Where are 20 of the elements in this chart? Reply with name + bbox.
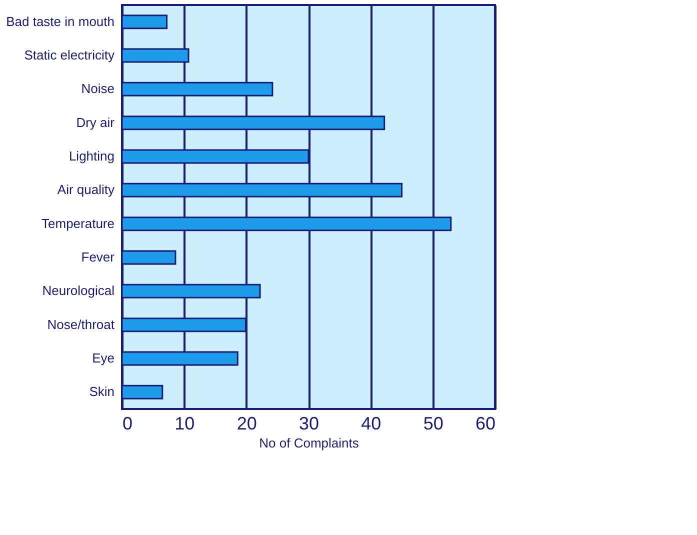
y-tick-label: Noise <box>81 81 114 96</box>
x-tick-label: 30 <box>298 414 320 434</box>
x-tick-label: 0 <box>122 414 133 434</box>
x-axis-title: No of Complaints <box>259 436 360 450</box>
y-tick-label: Air quality <box>57 182 115 198</box>
x-tick-label: 50 <box>423 414 444 434</box>
y-tick-label: Static electricity <box>24 48 115 62</box>
y-tick-label: Lighting <box>68 148 114 164</box>
y-tick-label: Neurological <box>42 283 115 298</box>
y-tick-label: Dry air <box>76 114 116 130</box>
x-tick-label: 40 <box>361 414 382 434</box>
y-tick-label: Eye <box>92 350 114 366</box>
y-tick-label: Skin <box>89 384 114 400</box>
y-tick-label: Fever <box>81 250 116 264</box>
x-tick-label: 10 <box>174 414 195 434</box>
y-tick-label: Temperature <box>42 216 114 231</box>
x-tick-label: 60 <box>475 414 496 434</box>
y-tick-label: Bad taste in mouth <box>6 14 114 29</box>
x-tick-label: 20 <box>236 414 257 434</box>
y-tick-label: Nose/throat <box>47 316 115 332</box>
